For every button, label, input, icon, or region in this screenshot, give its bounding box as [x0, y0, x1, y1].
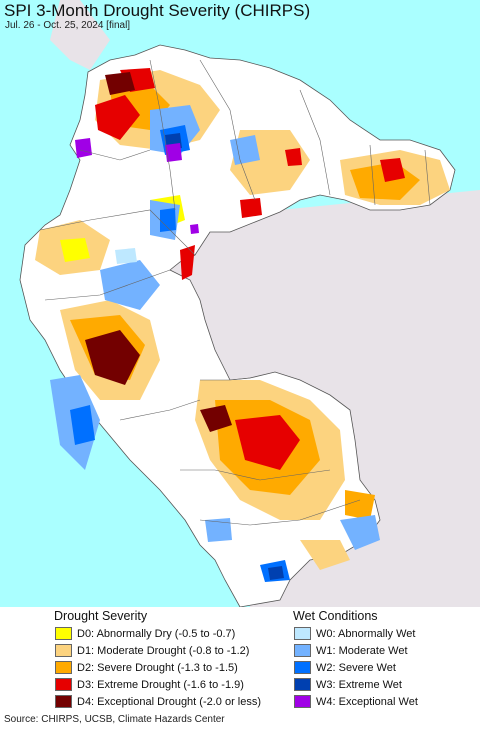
legend-label-d4: D4: Exceptional Drought (-2.0 or less) — [77, 695, 262, 708]
legend-item-d4: D4: Exceptional Drought (-2.0 or less) — [55, 693, 261, 710]
legend-label-w0: W0: Abnormally Wet — [316, 627, 416, 640]
legend-label-w1: W1: Moderate Wet — [316, 644, 408, 657]
legend-item-d1: D1: Moderate Drought (-0.8 to -1.2) — [55, 642, 261, 659]
legend-label-d3: D3: Extreme Drought (-1.6 to -1.9) — [77, 678, 244, 691]
legend-item-w3: W3: Extreme Wet — [294, 676, 418, 693]
swatch-w3 — [294, 678, 311, 691]
source-credit: Source: CHIRPS, UCSB, Climate Hazards Ce… — [4, 714, 225, 725]
map-subtitle: Jul. 26 - Oct. 25, 2024 [final] — [5, 20, 131, 31]
outside-region — [50, 0, 110, 70]
legend-wet-heading: Wet Conditions — [293, 609, 378, 623]
legend-item-d3: D3: Extreme Drought (-1.6 to -1.9) — [55, 676, 261, 693]
swatch-w0 — [294, 627, 311, 640]
legend-label-d1: D1: Moderate Drought (-0.8 to -1.2) — [77, 644, 250, 657]
swatch-d1 — [55, 644, 72, 657]
swatch-w2 — [294, 661, 311, 674]
legend-label-d0: D0: Abnormally Dry (-0.5 to -0.7) — [77, 627, 236, 640]
legend-drought-list: D0: Abnormally Dry (-0.5 to -0.7) D1: Mo… — [55, 625, 261, 710]
admin-borders — [39, 59, 431, 526]
legend-label-w2: W2: Severe Wet — [316, 661, 396, 674]
legend-item-w2: W2: Severe Wet — [294, 659, 418, 676]
legend-drought-heading: Drought Severity — [54, 609, 148, 623]
swatch-w1 — [294, 644, 311, 657]
swatch-d0 — [55, 627, 72, 640]
legend-item-w4: W4: Exceptional Wet — [294, 693, 418, 710]
swatch-w4 — [294, 695, 311, 708]
legend-item-w0: W0: Abnormally Wet — [294, 625, 418, 642]
legend-item-d0: D0: Abnormally Dry (-0.5 to -0.7) — [55, 625, 261, 642]
drought-map — [0, 0, 480, 607]
swatch-d4 — [55, 695, 72, 708]
legend-label-d2: D2: Severe Drought (-1.3 to -1.5) — [77, 661, 238, 674]
swatch-d3 — [55, 678, 72, 691]
map-title: SPI 3-Month Drought Severity (CHIRPS) — [4, 1, 311, 20]
legend-wet-list: W0: Abnormally Wet W1: Moderate Wet W2: … — [294, 625, 418, 710]
wet-patches — [50, 105, 380, 582]
drought-patches — [35, 68, 450, 570]
legend-label-w3: W3: Extreme Wet — [316, 678, 402, 691]
swatch-d2 — [55, 661, 72, 674]
legend-item-d2: D2: Severe Drought (-1.3 to -1.5) — [55, 659, 261, 676]
legend-item-w1: W1: Moderate Wet — [294, 642, 418, 659]
legend-label-w4: W4: Exceptional Wet — [316, 695, 418, 708]
